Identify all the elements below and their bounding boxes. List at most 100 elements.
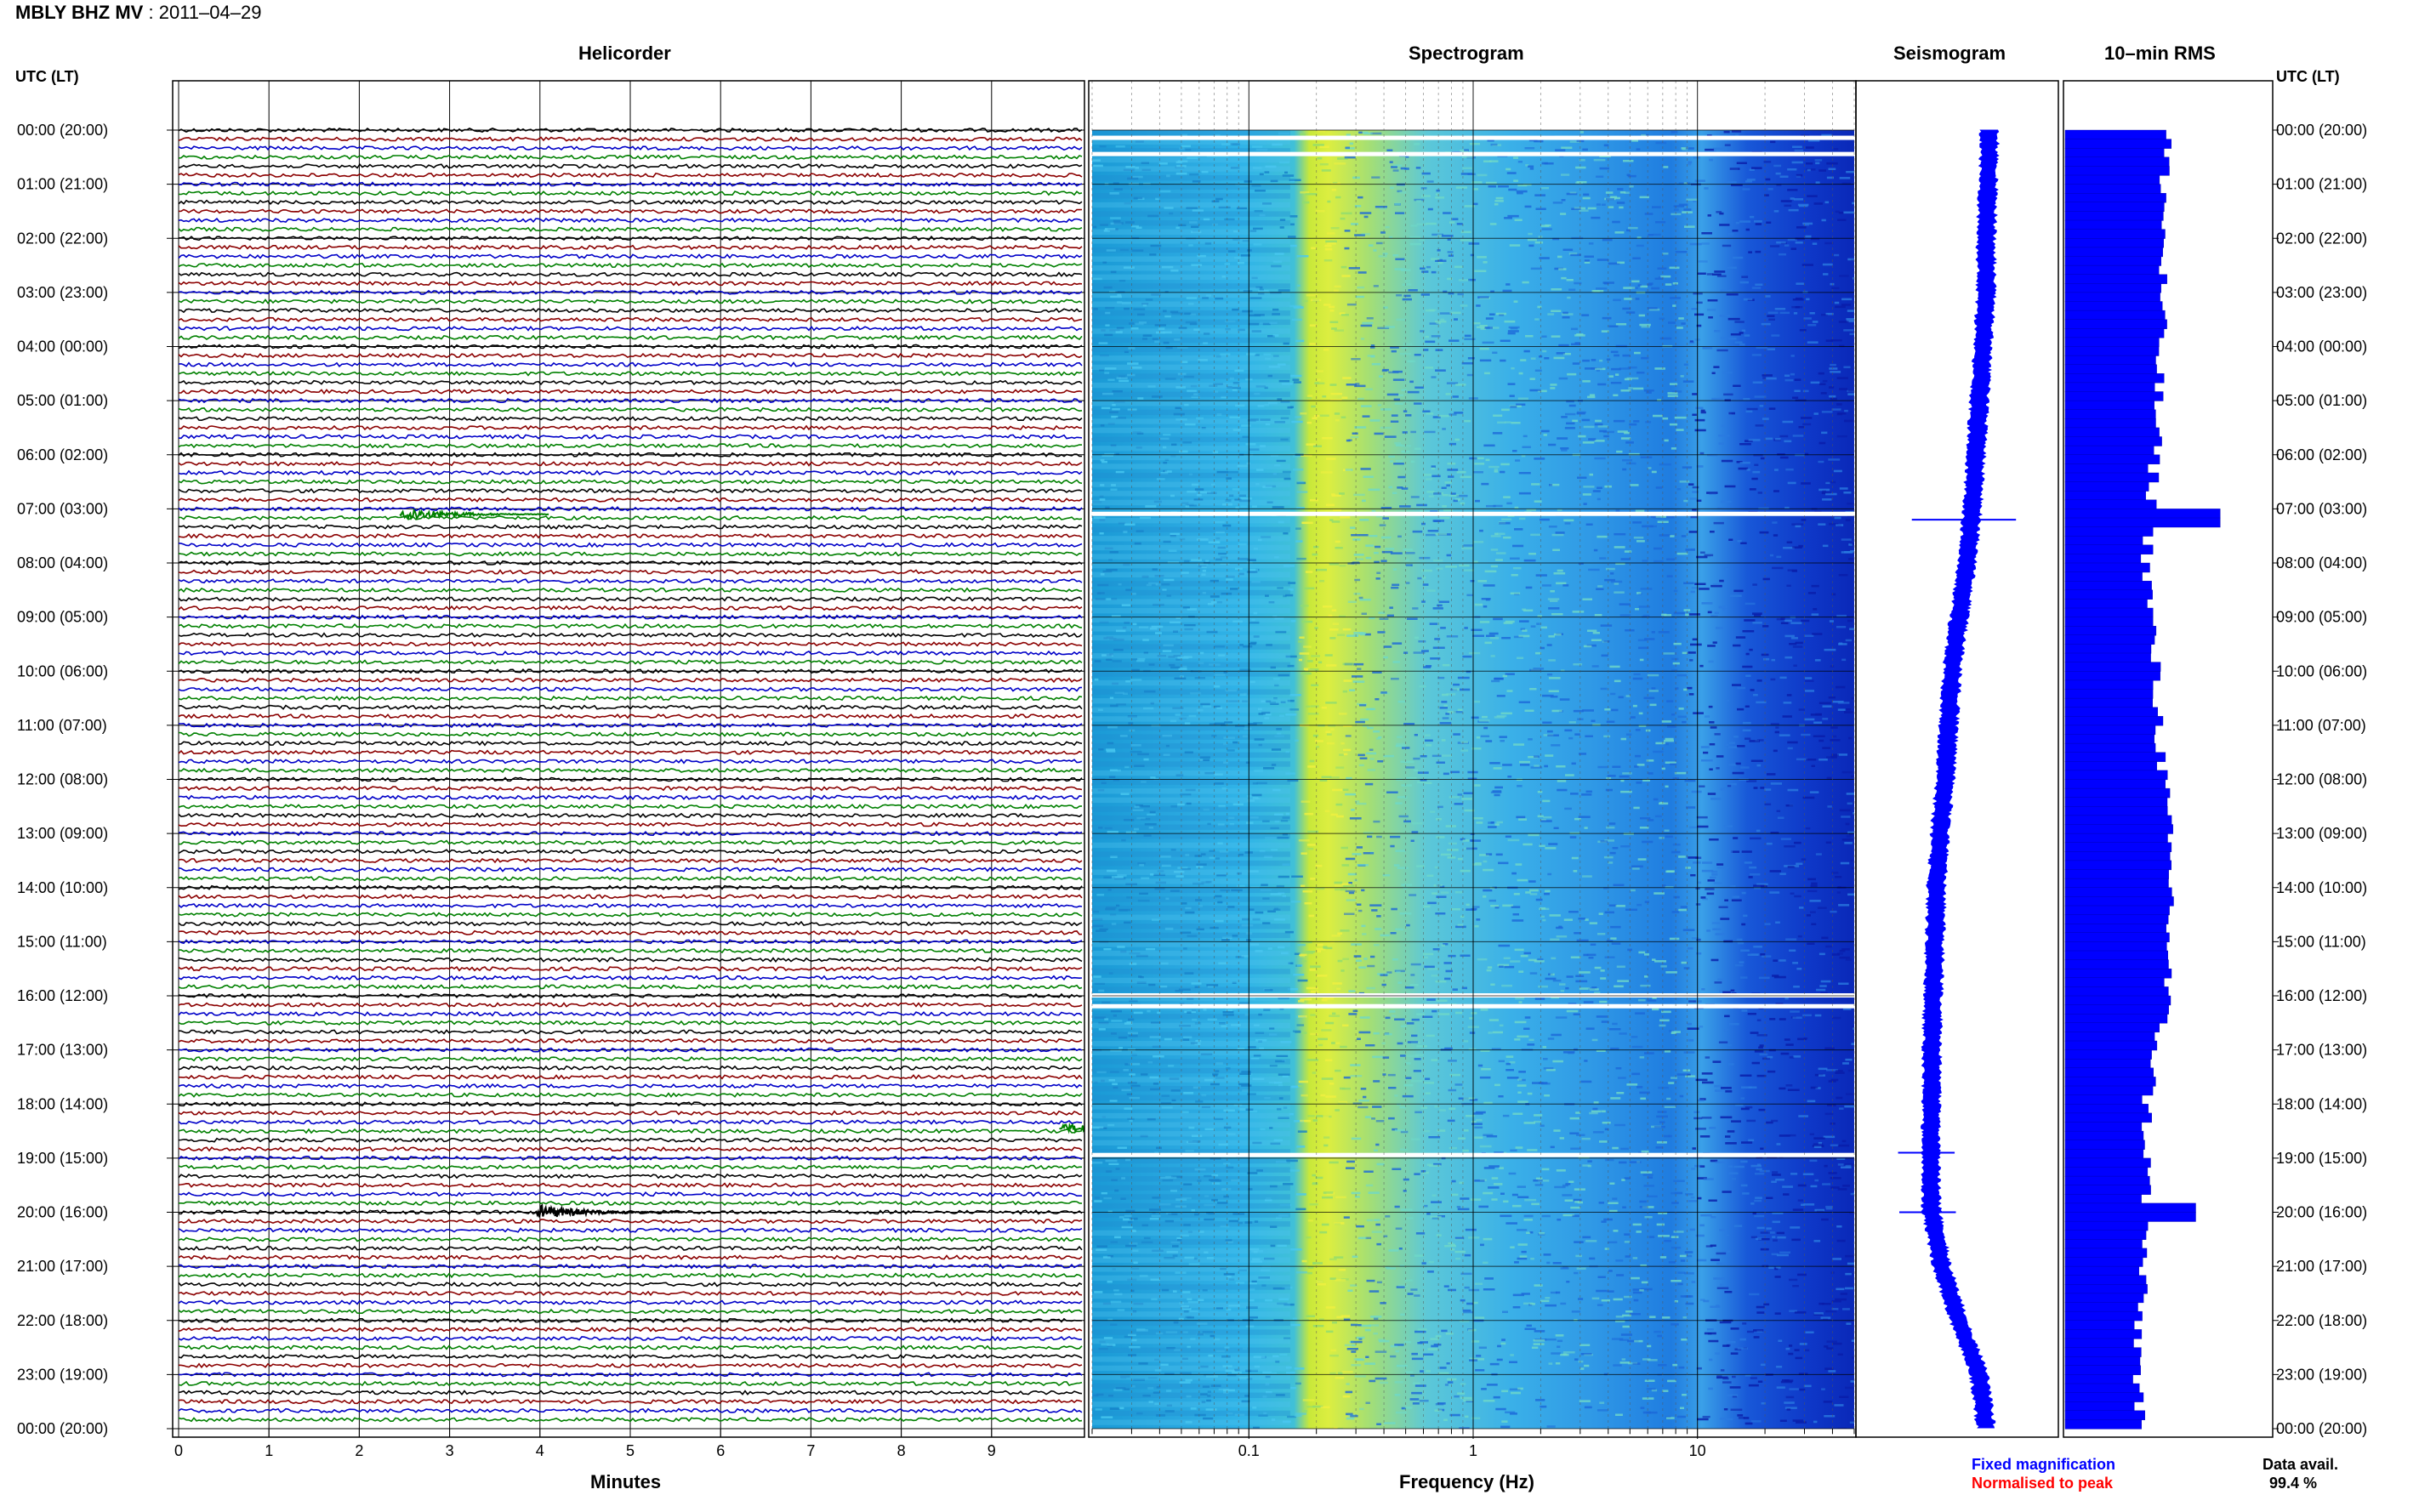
spectrogram-pixel (1564, 522, 1571, 525)
spectrogram-pixel (1619, 1032, 1627, 1035)
helicorder-trace (178, 344, 1083, 350)
spectrogram-pixel (1141, 781, 1147, 783)
spectrogram-pixel (1853, 1392, 1854, 1395)
spectrogram-pixel (1506, 502, 1512, 505)
spectrogram-pixel (1520, 628, 1526, 630)
helicorder-trace (178, 1218, 1083, 1225)
spectrogram-pixel (1254, 770, 1263, 772)
spectrogram-pixel (1101, 1001, 1111, 1004)
spectrogram-pixel (1651, 1389, 1658, 1392)
spectrogram-pixel (1705, 888, 1715, 890)
spectrogram-pixel (1107, 378, 1115, 381)
spectrogram-pixel (1154, 1358, 1159, 1361)
spectrogram-pixel (1380, 1381, 1389, 1384)
spectrogram-pixel (1771, 1253, 1779, 1256)
spectrogram-pixel (1722, 244, 1732, 247)
spectrogram-pixel (1330, 1349, 1336, 1352)
helicorder-trace (178, 794, 1083, 801)
spectrogram-pixel (1745, 602, 1756, 605)
spectrogram-pixel (1319, 580, 1324, 583)
spectrogram-pixel (1794, 895, 1801, 898)
spectrogram-pixel (1626, 462, 1636, 465)
spectrogram-pixel (1845, 1386, 1854, 1390)
spectrogram-pixel (1194, 1022, 1202, 1025)
spectrogram-pixel (1573, 663, 1583, 666)
spectrogram-pixel (1118, 375, 1126, 378)
helicorder-trace (178, 253, 1083, 259)
spectrogram-pixel (1446, 635, 1459, 638)
spectrogram-pixel (1770, 723, 1779, 725)
spectrogram-pixel (1714, 733, 1721, 736)
spectrogram-pixel (1165, 1331, 1178, 1333)
helicorder-trace (178, 686, 1083, 692)
spectrogram-pixel (1147, 1387, 1154, 1390)
spectrogram-pixel (1424, 734, 1431, 736)
spectrogram-pixel (1192, 1009, 1197, 1012)
spectrogram-pixel (1853, 1192, 1854, 1195)
spectrogram-pixel (1464, 338, 1476, 340)
spectrogram-pixel (1552, 979, 1562, 982)
spectrogram-pixel (1624, 1295, 1632, 1299)
spectrogram-pixel (1219, 850, 1229, 853)
spectrogram-pixel (1632, 867, 1640, 870)
spectrogram-pixel (1182, 665, 1187, 668)
spectrogram-pixel (1844, 1163, 1854, 1166)
spectrogram-pixel (1307, 1115, 1315, 1117)
helicorder-trace (178, 975, 1083, 981)
spectrogram-pixel (1717, 507, 1725, 509)
spectrogram-pixel (1350, 435, 1359, 439)
minute-tick-label: 3 (446, 1442, 454, 1459)
spectrogram-pixel (1096, 894, 1105, 896)
spectrogram-pixel (1510, 327, 1518, 330)
spectrogram-pixel (1548, 1362, 1553, 1365)
spectrogram-pixel (1385, 1215, 1391, 1218)
spectrogram-pixel (1204, 1203, 1215, 1207)
spectrogram-pixel (1676, 488, 1682, 491)
spectrogram-pixel (1141, 877, 1150, 879)
spectrogram-pixel (1329, 776, 1340, 779)
spectrogram-pixel (1483, 860, 1488, 863)
spectrogram-pixel (1599, 557, 1607, 560)
helicorder-trace (178, 532, 1083, 539)
spectrogram-pixel (1660, 965, 1667, 968)
spectrogram-pixel (1477, 720, 1489, 723)
spectrogram-pixel (1111, 1020, 1123, 1022)
spectrogram-pixel (1274, 556, 1279, 559)
helicorder-trace (178, 939, 1083, 945)
spectrogram-pixel (1648, 690, 1659, 692)
spectrogram-pixel (1684, 1272, 1694, 1275)
spectrogram-pixel (1269, 701, 1276, 704)
spectrogram-pixel (1394, 441, 1401, 445)
spectrogram-pixel (1253, 167, 1262, 169)
spectrogram-pixel (1690, 1196, 1695, 1199)
spectrogram-pixel (1424, 430, 1436, 434)
spectrogram-pixel (1103, 876, 1115, 879)
spectrogram-pixel (1614, 583, 1619, 585)
spectrogram-pixel (1691, 1168, 1696, 1170)
spectrogram-pixel (1298, 839, 1310, 842)
helicorder-trace (178, 1354, 1083, 1360)
spectrogram-pixel (1759, 1053, 1768, 1056)
spectrogram-pixel (1108, 972, 1113, 975)
spectrogram-pixel (1496, 532, 1505, 535)
spectrogram-pixel (1621, 1358, 1626, 1361)
spectrogram-pixel (1430, 810, 1436, 813)
spectrogram-pixel (1716, 1375, 1722, 1378)
helicorder-trace (178, 641, 1083, 647)
spectrogram-pixel (1147, 1377, 1158, 1379)
spectrogram-pixel (1337, 634, 1346, 636)
spectrogram-pixel (1392, 169, 1399, 172)
spectrogram-pixel (1424, 1204, 1428, 1208)
helicorder-trace (178, 163, 1083, 169)
helicorder-trace (178, 1155, 1083, 1162)
spectrogram-pixel (1488, 821, 1494, 824)
spectrogram-pixel (1789, 1388, 1799, 1390)
helicorder-xlabel: Minutes (590, 1471, 662, 1492)
spectrogram-pixel (1791, 523, 1804, 526)
spectrogram-pixel (1597, 585, 1603, 588)
spectrogram-pixel (1454, 1395, 1460, 1398)
spectrogram-pixel (1152, 1045, 1161, 1048)
helicorder-trace (178, 461, 1083, 467)
spectrogram-pixel (1426, 265, 1431, 269)
